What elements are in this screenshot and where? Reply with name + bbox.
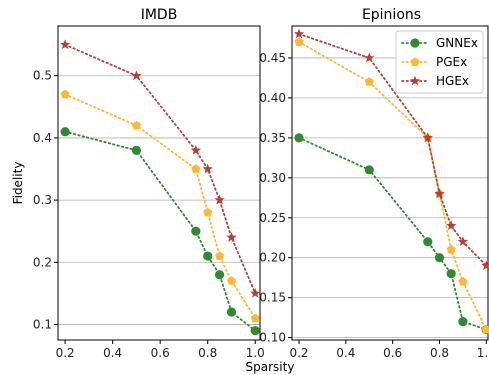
data-point bbox=[226, 276, 237, 285]
data-point bbox=[422, 132, 433, 143]
x-tick-label: 0.8 bbox=[198, 346, 217, 360]
y-tick-label: 0.2 bbox=[33, 255, 52, 269]
y-tick-label: 0.3 bbox=[33, 193, 52, 207]
series-hgex bbox=[293, 28, 489, 271]
x-tick-label: 1.0 bbox=[246, 346, 265, 360]
data-point bbox=[203, 207, 213, 217]
data-point bbox=[250, 326, 260, 336]
series-gnnex bbox=[294, 133, 489, 335]
y-tick-label: 0.40 bbox=[259, 91, 286, 105]
legend-entry: HGEx bbox=[401, 74, 469, 88]
legend: GNNEx PGEx HGEx bbox=[395, 30, 484, 94]
data-point bbox=[131, 145, 142, 155]
legend-label: PGEx bbox=[436, 55, 467, 69]
series-hgex bbox=[59, 39, 261, 298]
data-point bbox=[250, 287, 261, 298]
data-point bbox=[458, 317, 468, 327]
data-point bbox=[131, 120, 141, 130]
x-tick-label: 0.4 bbox=[103, 346, 122, 360]
x-tick-label: 0.4 bbox=[336, 346, 355, 360]
x-tick-label: 1.0 bbox=[477, 346, 489, 360]
data-point bbox=[226, 307, 237, 317]
data-point bbox=[446, 244, 456, 254]
data-point bbox=[434, 188, 445, 199]
legend-entry: PGEx bbox=[401, 55, 467, 69]
data-point bbox=[191, 226, 201, 236]
legend-label: GNNEx bbox=[436, 36, 478, 50]
legend-entry: GNNEx bbox=[401, 36, 478, 50]
y-tick-label: 0.35 bbox=[259, 131, 286, 145]
data-point bbox=[364, 77, 374, 86]
series-gnnex bbox=[60, 127, 260, 336]
data-point bbox=[191, 164, 201, 173]
y-tick-label: 0.45 bbox=[259, 51, 286, 65]
y-tick-label: 0.10 bbox=[259, 331, 286, 345]
legend-marker bbox=[410, 38, 420, 48]
data-point bbox=[293, 28, 305, 39]
y-tick-label: 0.5 bbox=[33, 69, 52, 83]
data-point bbox=[294, 133, 304, 143]
data-point bbox=[214, 194, 225, 205]
data-point bbox=[60, 127, 70, 137]
data-point bbox=[446, 220, 457, 231]
x-tick-label: 0.2 bbox=[289, 346, 308, 360]
x-tick-label: 0.2 bbox=[56, 346, 75, 360]
data-point bbox=[190, 144, 201, 155]
y-tick-label: 0.20 bbox=[259, 251, 286, 265]
y-tick-label: 0.1 bbox=[33, 317, 52, 331]
data-point bbox=[364, 52, 375, 63]
data-point bbox=[481, 324, 489, 334]
series-pgex bbox=[60, 89, 260, 323]
legend-label: HGEx bbox=[436, 74, 469, 88]
y-tick-label: 0.25 bbox=[259, 211, 286, 225]
legend-marker bbox=[409, 75, 421, 86]
data-point bbox=[423, 237, 433, 247]
y-axis-label: Fidelity bbox=[11, 162, 25, 205]
data-point bbox=[131, 70, 142, 81]
x-tick-label: 0.6 bbox=[383, 346, 402, 360]
data-point bbox=[364, 165, 374, 175]
data-point bbox=[226, 232, 237, 242]
data-point bbox=[202, 163, 213, 174]
x-axis-label: Sparsity bbox=[246, 360, 295, 374]
imdb-chart: 0.1 0.2 0.3 0.4 0.5 0.2 0.4 0.6 0.8 1.0 IMDB Fideli… bbox=[11, 7, 265, 360]
data-point bbox=[215, 270, 225, 280]
plot-frame bbox=[57, 25, 261, 341]
data-point bbox=[446, 269, 456, 279]
epinions-chart: 0.10 0.15 0.20 0.25 0.30 0.35 0.40 0.45 0.2 0.4 0.… bbox=[246, 7, 489, 374]
data-point bbox=[481, 260, 489, 271]
y-tick-label: 0.30 bbox=[259, 171, 286, 185]
data-point bbox=[434, 253, 445, 263]
chart-title: IMDB bbox=[141, 7, 178, 23]
data-point bbox=[250, 313, 260, 323]
data-point bbox=[294, 37, 304, 46]
y-tick-label: 0.4 bbox=[33, 131, 52, 145]
data-point bbox=[60, 89, 70, 99]
x-tick-label: 0.8 bbox=[430, 346, 449, 360]
x-tick-label: 0.6 bbox=[151, 346, 170, 360]
y-tick-label: 0.15 bbox=[259, 291, 286, 305]
data-point bbox=[457, 236, 469, 247]
chart-title: Epinions bbox=[362, 7, 421, 23]
data-point bbox=[458, 276, 468, 286]
plot-frame bbox=[291, 25, 489, 341]
data-point bbox=[59, 39, 71, 50]
legend-marker bbox=[410, 57, 420, 66]
data-point bbox=[203, 251, 213, 261]
data-point bbox=[215, 251, 225, 260]
